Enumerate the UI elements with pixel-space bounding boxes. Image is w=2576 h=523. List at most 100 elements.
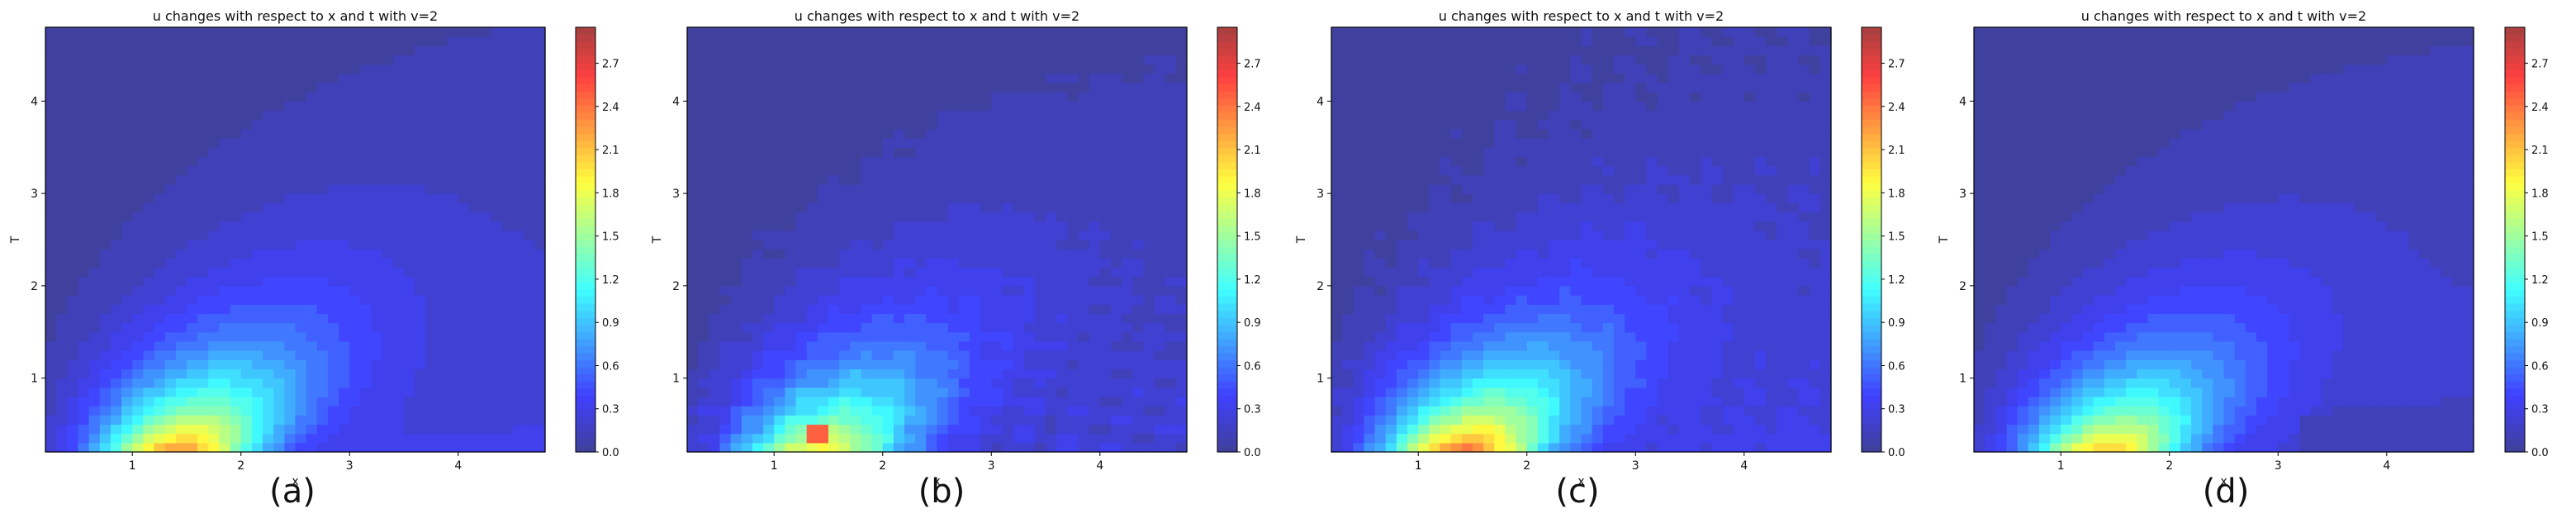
heat-cell <box>491 36 502 46</box>
heat-cell <box>1407 249 1419 259</box>
heat-cell <box>458 276 470 287</box>
heat-cell <box>78 322 90 333</box>
heat-cell <box>436 156 448 167</box>
heat-cell <box>1407 442 1419 453</box>
heat-cell <box>501 406 514 416</box>
heat-cell <box>709 442 721 453</box>
colorbar-segment <box>576 381 595 389</box>
heat-cell <box>1110 285 1122 296</box>
heat-cell <box>45 83 57 93</box>
heat-cell <box>240 368 253 379</box>
heat-cell <box>1175 64 1188 74</box>
heat-cell <box>284 433 297 444</box>
heat-cell <box>1353 183 1365 194</box>
heat-cell <box>480 138 491 148</box>
heat-cell <box>1023 267 1036 278</box>
heat-cell <box>404 396 415 407</box>
heat-cell <box>1034 55 1046 65</box>
heat-cell <box>947 55 960 65</box>
heat-cell <box>926 174 938 185</box>
heat-cell <box>763 442 775 453</box>
heat-cell <box>1132 202 1144 213</box>
heat-cell <box>904 147 916 158</box>
heat-cell <box>360 240 372 250</box>
heat-cell <box>763 64 775 74</box>
heat-cell <box>785 359 797 370</box>
heat-cell <box>208 322 221 333</box>
heat-cell <box>1023 27 1036 37</box>
heat-cell <box>392 331 405 342</box>
heat-cell <box>1132 378 1144 388</box>
heat-cell <box>882 212 894 222</box>
heat-cell <box>88 212 101 222</box>
heat-cell <box>926 406 938 416</box>
heat-cell <box>284 240 297 250</box>
heat-cell <box>1407 295 1419 305</box>
heat-cell <box>763 55 775 65</box>
heat-cell <box>1331 138 1343 148</box>
heat-cell <box>991 183 1003 194</box>
heat-cell <box>110 27 122 37</box>
heat-cell <box>240 331 253 342</box>
heat-cell <box>991 415 1003 426</box>
heat-cell <box>969 128 981 139</box>
heat-cell <box>774 368 785 379</box>
heat-cell <box>1407 322 1419 333</box>
heat-cell <box>937 64 949 74</box>
heat-cell <box>741 249 753 259</box>
heat-cell <box>1002 340 1014 351</box>
heat-cell <box>839 230 851 240</box>
heat-cell <box>295 267 307 278</box>
heat-cell <box>1450 101 1463 112</box>
heat-cell <box>263 313 274 324</box>
colorbar-segment <box>576 423 595 431</box>
heat-cell <box>1364 221 1376 231</box>
heat-cell <box>1089 101 1101 112</box>
heat-cell <box>871 165 884 176</box>
heat-cell <box>175 331 187 342</box>
heat-cell <box>709 340 721 351</box>
heat-cell <box>132 304 144 314</box>
heat-cell <box>45 64 57 74</box>
heat-cell <box>501 110 514 121</box>
heat-cell <box>447 424 459 435</box>
heat-cell <box>882 331 894 342</box>
heat-cell <box>230 174 242 185</box>
heat-cell <box>382 55 394 65</box>
heat-cell <box>915 285 927 296</box>
heat-cell <box>175 258 187 269</box>
heat-cell <box>132 433 144 444</box>
heat-cell <box>327 36 339 46</box>
heat-cell <box>392 350 405 360</box>
heat-cell <box>1364 331 1376 342</box>
heat-cell <box>1046 45 1057 56</box>
heat-cell <box>339 73 350 83</box>
heat-cell <box>99 424 111 435</box>
heat-cell <box>817 267 829 278</box>
heat-cell <box>284 55 297 65</box>
heat-cell <box>1165 331 1177 342</box>
heat-cell <box>132 313 144 324</box>
heat-cell <box>926 212 938 222</box>
heat-cell <box>719 350 732 360</box>
heat-cell <box>1067 36 1079 46</box>
heat-cell <box>415 322 426 333</box>
heat-cell <box>1122 147 1133 158</box>
heat-cell <box>1331 45 1343 56</box>
heat-cell <box>458 165 470 176</box>
heat-cell <box>1067 295 1079 305</box>
heat-cell <box>893 285 905 296</box>
heat-cell <box>904 128 916 139</box>
heat-cell <box>45 406 57 416</box>
heat-cell <box>698 295 709 305</box>
heat-cell <box>893 83 905 93</box>
heat-cell <box>339 285 350 296</box>
heat-cell <box>937 138 949 148</box>
heat-cell <box>904 193 916 203</box>
heat-cell <box>512 249 524 259</box>
heat-cell <box>1034 331 1046 342</box>
heat-cell <box>56 128 68 139</box>
heat-cell <box>1110 350 1122 360</box>
heat-cell <box>719 230 732 240</box>
heat-cell <box>1056 183 1068 194</box>
